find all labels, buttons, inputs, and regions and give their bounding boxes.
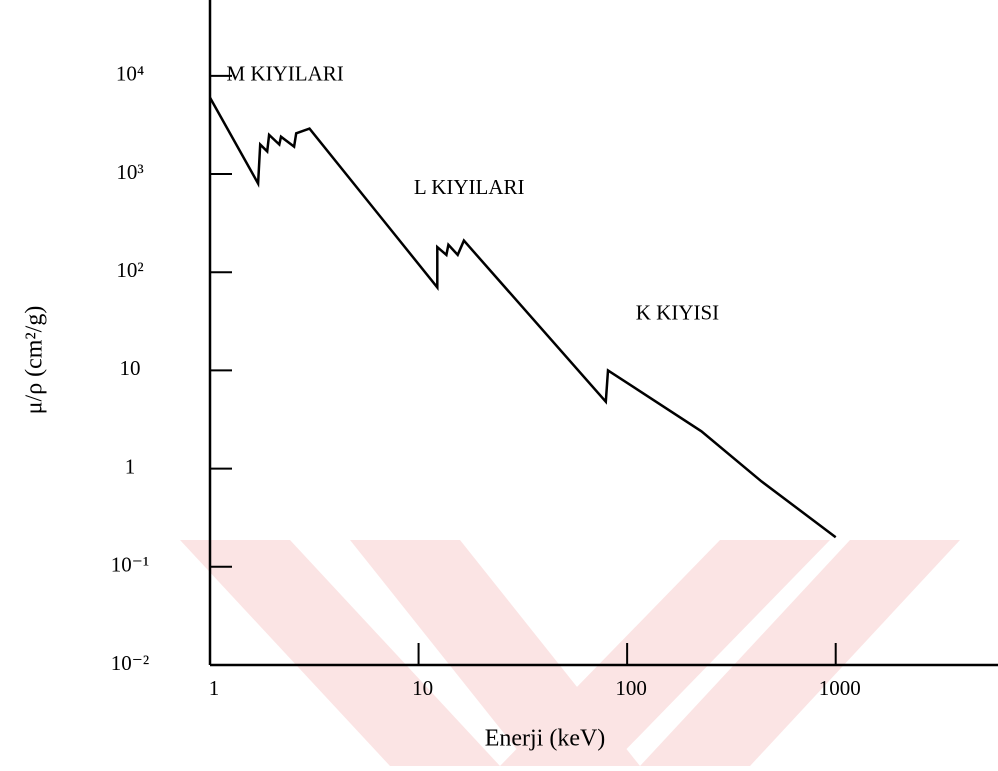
- y-tick-label: 10⁴: [116, 62, 144, 86]
- x-tick-label: 1: [209, 676, 220, 700]
- annotation: L KIYILARI: [414, 175, 525, 199]
- watermark-shape: [180, 540, 500, 766]
- data-line: [208, 96, 837, 539]
- x-tick-label: 100: [615, 676, 647, 700]
- y-tick-label: 10³: [116, 160, 143, 184]
- y-tick-label: 10: [120, 356, 141, 380]
- x-tick-label: 1000: [819, 676, 861, 700]
- y-tick-label: 1: [125, 454, 136, 478]
- y-tick-label: 10⁻¹: [111, 553, 149, 577]
- x-axis-label: Enerji (keV): [485, 726, 606, 752]
- x-tick-label: 10: [412, 676, 433, 700]
- watermark-shape: [350, 540, 640, 766]
- annotation: K KIYISI: [636, 300, 719, 324]
- y-tick-label: 10⁻²: [111, 651, 149, 675]
- y-axis-label: μ/ρ (cm²/g): [22, 306, 48, 415]
- watermark-shape: [640, 540, 960, 766]
- y-tick-label: 10²: [116, 258, 143, 282]
- annotation: M KIYILARI: [227, 62, 344, 86]
- watermark: [180, 540, 960, 766]
